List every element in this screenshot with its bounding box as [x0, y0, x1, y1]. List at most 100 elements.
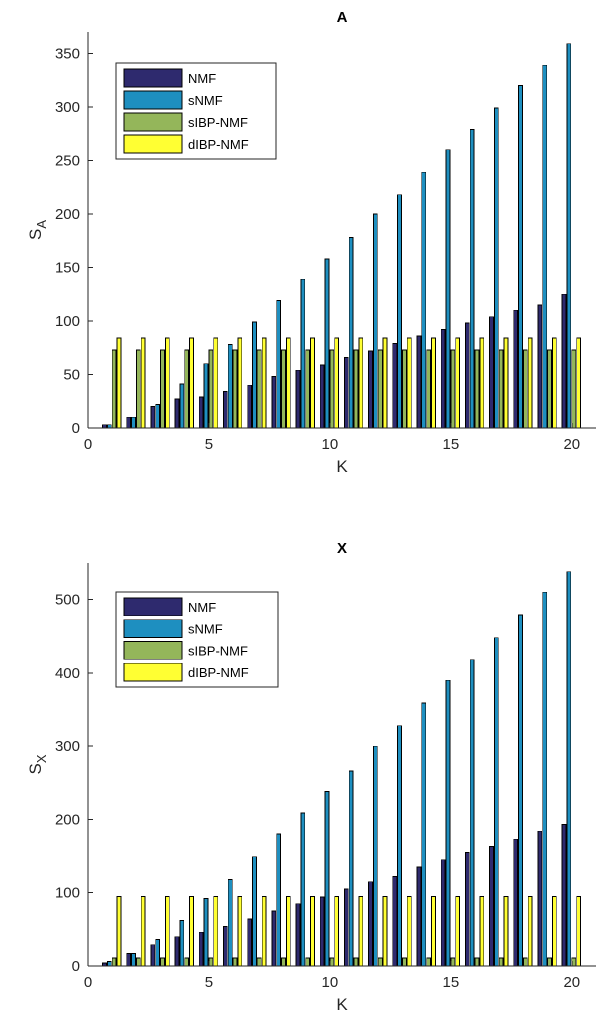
bar-snmf-k10	[324, 258, 330, 429]
bar-snmf-k12	[373, 745, 378, 967]
bar-snmf-k13	[397, 194, 402, 429]
bar-dibp-nmf-k4	[189, 895, 194, 967]
bar-nmf-k12	[368, 350, 373, 429]
bar-snmf-k3	[155, 404, 160, 429]
bar-dibp-nmf-k10	[334, 895, 340, 967]
bar-dibp-nmf-k19	[552, 895, 557, 967]
bar-dibp-nmf-k2	[140, 337, 146, 429]
bar-sibp-nmf-k4	[184, 957, 190, 967]
bar-snmf-k1	[106, 961, 112, 967]
bar-snmf-k9	[300, 278, 306, 429]
legend-swatch-nmf	[123, 68, 183, 88]
bar-sibp-nmf-k20	[571, 349, 577, 429]
y-tick-label: 250	[55, 152, 80, 169]
bar-sibp-nmf-k17	[498, 957, 504, 967]
y-tick-label: 150	[55, 259, 80, 276]
bar-nmf-k7	[247, 918, 252, 967]
bar-nmf-k15	[440, 859, 446, 967]
bar-snmf-k7	[252, 856, 257, 967]
bar-nmf-k8	[271, 910, 277, 967]
x-tick-label: 15	[443, 974, 460, 991]
y-axis-label-base: S	[26, 229, 45, 240]
bar-dibp-nmf-k7	[261, 895, 267, 967]
bar-nmf-k2	[126, 953, 131, 967]
bar-sibp-nmf-k9	[305, 957, 310, 967]
bar-sibp-nmf-k18	[523, 349, 528, 429]
bar-nmf-k15	[440, 329, 446, 429]
legend-swatch-sibp-nmf	[123, 112, 183, 132]
bar-sibp-nmf-k19	[547, 957, 552, 967]
bar-dibp-nmf-k13	[406, 337, 412, 429]
bar-dibp-nmf-k5	[213, 337, 219, 429]
legend-label-nmf: NMF	[188, 71, 216, 86]
bar-sibp-nmf-k8	[281, 349, 286, 429]
bar-sibp-nmf-k6	[232, 349, 238, 429]
bar-sibp-nmf-k11	[353, 349, 359, 429]
x-tick-label: 5	[205, 974, 213, 991]
bar-dibp-nmf-k4	[189, 337, 194, 429]
bar-snmf-k6	[227, 344, 233, 429]
bar-dibp-nmf-k20	[576, 337, 581, 429]
y-axis-label: SX	[26, 754, 49, 774]
bar-snmf-k3	[155, 939, 160, 967]
bar-dibp-nmf-k7	[261, 337, 267, 429]
y-tick-label: 500	[55, 592, 80, 609]
bar-sibp-nmf-k2	[135, 957, 141, 967]
y-tick-label: 350	[55, 45, 80, 62]
bar-nmf-k19	[537, 830, 543, 967]
bar-dibp-nmf-k1	[116, 337, 122, 429]
bar-nmf-k13	[392, 876, 398, 967]
legend-swatch-snmf	[123, 619, 183, 638]
legend-label-snmf: sNMF	[188, 622, 223, 637]
bar-dibp-nmf-k16	[479, 337, 485, 429]
y-tick-label: 0	[72, 958, 80, 975]
chart-title: X	[337, 540, 347, 557]
bar-nmf-k7	[247, 384, 252, 429]
bar-snmf-k20	[566, 43, 572, 429]
y-tick-label: 300	[55, 738, 80, 755]
bar-snmf-k7	[252, 321, 257, 429]
bar-snmf-k14	[421, 702, 427, 967]
bar-snmf-k8	[276, 300, 281, 429]
bar-nmf-k10	[319, 364, 325, 429]
y-axis-label: SA	[26, 220, 49, 240]
bar-dibp-nmf-k3	[165, 895, 170, 967]
bar-snmf-k20	[566, 571, 572, 967]
bar-snmf-k19	[542, 64, 548, 429]
y-axis-label-base: S	[26, 763, 45, 774]
bar-dibp-nmf-k16	[479, 895, 485, 967]
bar-dibp-nmf-k8	[285, 337, 291, 429]
bar-sibp-nmf-k15	[450, 349, 456, 429]
bar-nmf-k3	[150, 406, 156, 429]
bar-dibp-nmf-k10	[334, 337, 340, 429]
bar-sibp-nmf-k12	[377, 349, 383, 429]
bar-sibp-nmf-k6	[232, 957, 238, 967]
bar-dibp-nmf-k14	[431, 337, 436, 429]
bar-dibp-nmf-k17	[503, 337, 509, 429]
bar-dibp-nmf-k18	[527, 895, 533, 967]
bar-sibp-nmf-k16	[474, 349, 480, 429]
legend-label-dibp-nmf: dIBP-NMF	[188, 137, 249, 152]
legend: NMF sNMF sIBP-NMF dIBP-NMF	[115, 591, 279, 688]
y-tick-label: 200	[55, 206, 80, 223]
bar-dibp-nmf-k15	[455, 337, 460, 429]
bar-nmf-k17	[489, 846, 494, 967]
legend-swatch-nmf	[123, 597, 183, 617]
y-axis-label-sub: X	[34, 754, 49, 763]
bar-sibp-nmf-k9	[305, 349, 310, 429]
bar-nmf-k18	[513, 309, 519, 429]
chart-panel-a: 0 5 10 15 20050100150200250300350AKSANMFsNMF…	[26, 9, 596, 476]
bar-dibp-nmf-k11	[358, 337, 364, 429]
bars	[102, 571, 581, 967]
bar-dibp-nmf-k15	[455, 895, 460, 967]
bar-dibp-nmf-k6	[237, 895, 243, 967]
bar-dibp-nmf-k17	[503, 895, 509, 967]
bar-nmf-k20	[561, 293, 567, 429]
bar-nmf-k5	[198, 931, 204, 967]
bar-sibp-nmf-k12	[377, 957, 383, 967]
x-tick-label: 10	[322, 436, 339, 453]
bar-sibp-nmf-k15	[450, 957, 456, 967]
bar-nmf-k4	[174, 398, 180, 429]
bar-snmf-k17	[493, 637, 499, 967]
